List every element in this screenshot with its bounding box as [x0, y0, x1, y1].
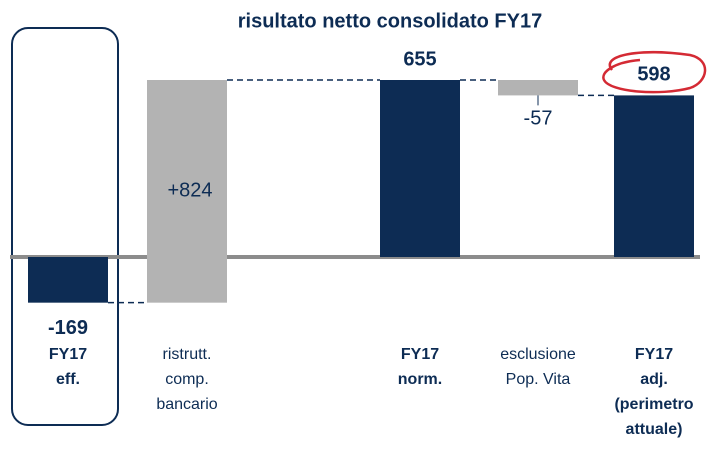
x-tick-label: (perimetro — [614, 396, 693, 413]
chart-title: risultato netto consolidato FY17 — [238, 10, 542, 32]
highlight-box — [11, 27, 119, 426]
value-label: +824 — [167, 180, 212, 202]
bar — [380, 80, 460, 257]
bar — [498, 80, 578, 96]
x-tick-label: comp. — [165, 371, 209, 388]
bar — [614, 95, 694, 258]
x-tick-label: FY17 — [635, 346, 673, 363]
x-tick-label: FY17 — [49, 346, 87, 363]
highlight-ring — [602, 51, 707, 94]
x-tick-label: Pop. Vita — [506, 371, 571, 388]
x-tick-label: eff. — [56, 371, 80, 388]
value-label: 655 — [403, 48, 436, 70]
x-tick-label: ristrutt. — [163, 346, 212, 363]
value-label: -57 — [524, 108, 553, 130]
x-tick-label: adj. — [640, 371, 668, 388]
value-label: -169 — [48, 317, 88, 339]
x-tick-label: attuale) — [626, 421, 683, 438]
x-tick-label: bancario — [156, 396, 217, 413]
bar — [28, 257, 108, 303]
x-tick-label: FY17 — [401, 346, 439, 363]
x-tick-label: norm. — [398, 371, 442, 388]
bar — [147, 80, 227, 303]
x-tick-label: esclusione — [500, 346, 576, 363]
value-label: 598 — [637, 64, 670, 86]
